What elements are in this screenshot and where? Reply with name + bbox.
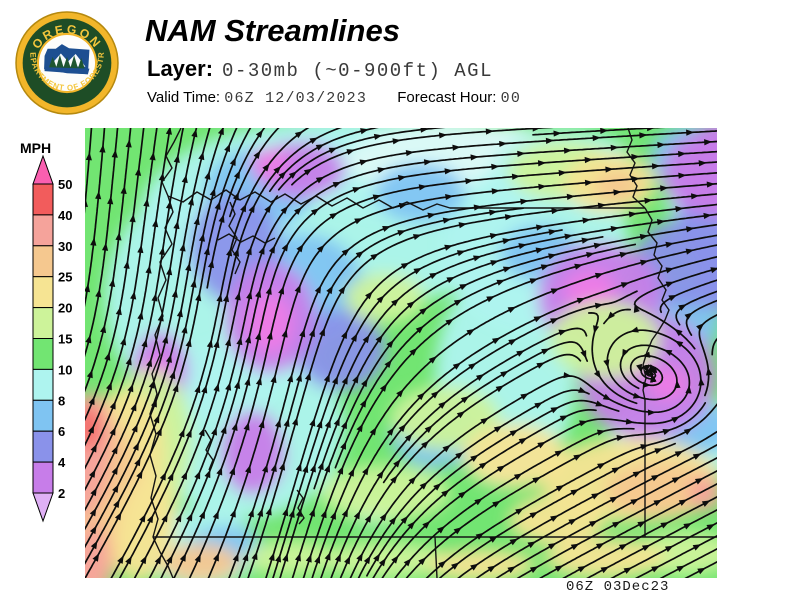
valid-time-value: 06Z 12/03/2023	[224, 90, 368, 107]
legend-tick-labels: 50 40 30 25 20 15 10 8 6 4 2	[58, 177, 72, 501]
svg-text:50: 50	[58, 177, 72, 192]
svg-text:15: 15	[58, 332, 72, 347]
layer-value: 0-30mb (~0-900ft) AGL	[222, 60, 493, 82]
streamline-map	[85, 128, 717, 578]
svg-text:10: 10	[58, 362, 72, 377]
forecast-hour-value: 00	[500, 90, 522, 107]
layer-label: Layer:	[147, 56, 214, 81]
page-title: NAM Streamlines	[145, 13, 400, 48]
layer-line: Layer: 0-30mb (~0-900ft) AGL	[147, 56, 493, 82]
svg-text:2: 2	[58, 486, 65, 501]
valid-time-label: Valid Time:	[147, 89, 221, 106]
legend-colorbar	[32, 154, 54, 523]
svg-text:25: 25	[58, 270, 72, 285]
legend-title: MPH	[20, 140, 51, 156]
svg-text:6: 6	[58, 424, 65, 439]
wind-speed-legend: MPH 50 40 30 25 20 15 10 8 6 4 2	[20, 140, 72, 523]
svg-text:20: 20	[58, 301, 72, 316]
svg-text:4: 4	[58, 455, 66, 470]
logo-oregon-scene	[44, 44, 90, 75]
odf-logo: OREGON DEPARTMENT OF FORESTRY	[14, 10, 119, 115]
svg-text:30: 30	[58, 239, 72, 254]
valid-time-line: Valid Time: 06Z 12/03/2023 Forecast Hour…	[147, 89, 521, 107]
map-timestamp: 06Z 03Dec23	[566, 579, 670, 595]
svg-text:40: 40	[58, 208, 72, 223]
svg-text:8: 8	[58, 393, 65, 408]
forecast-hour-label: Forecast Hour:	[397, 89, 497, 106]
